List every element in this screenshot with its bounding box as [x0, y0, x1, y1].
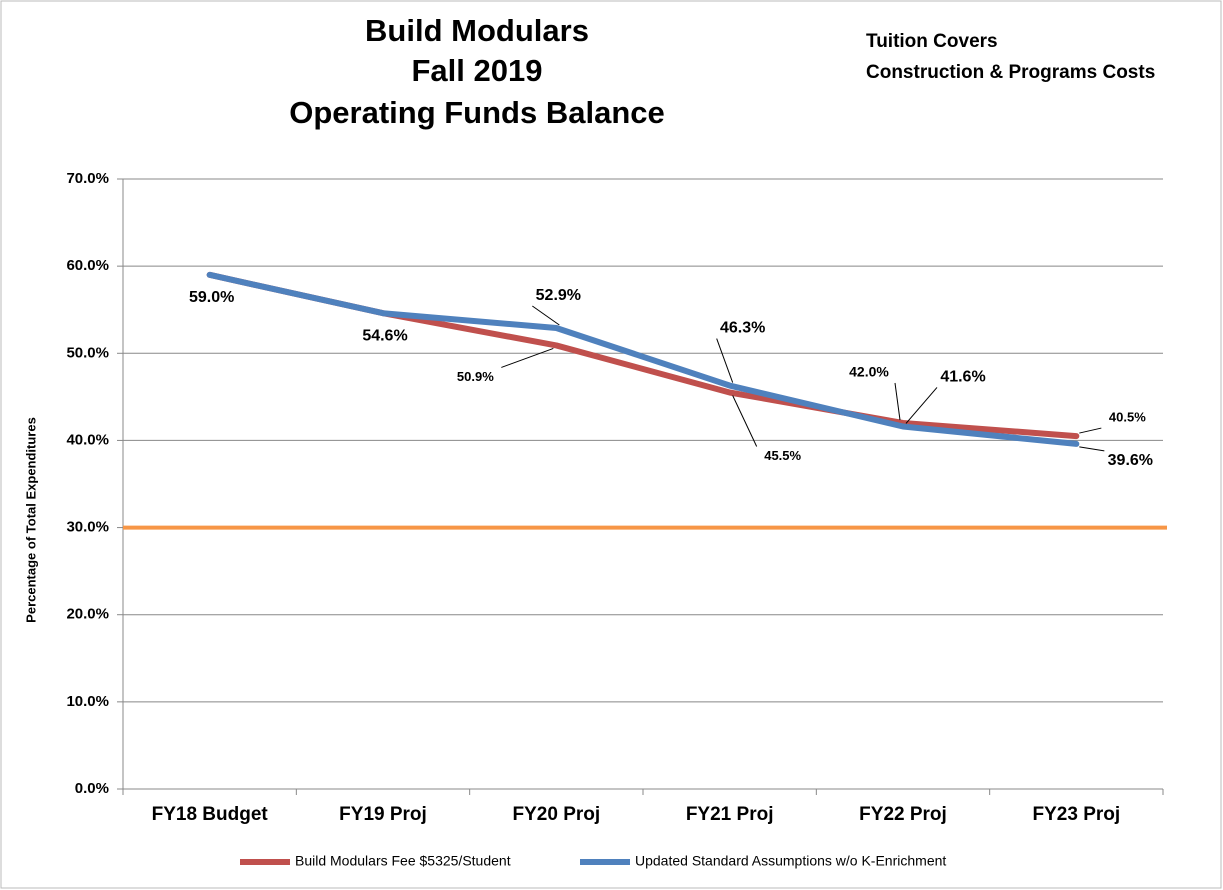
- data-label: 52.9%: [536, 287, 581, 304]
- y-tick-label: 20.0%: [66, 606, 109, 623]
- data-label: 50.9%: [457, 369, 494, 384]
- x-tick-label: FY21 Proj: [686, 804, 774, 825]
- chart-title: Build Modulars: [365, 13, 589, 48]
- legend-label: Updated Standard Assumptions w/o K-Enric…: [635, 853, 946, 869]
- legend-label: Build Modulars Fee $5325/Student: [295, 853, 511, 869]
- data-label: 42.0%: [849, 364, 889, 380]
- x-tick-label: FY23 Proj: [1033, 804, 1121, 825]
- annotation: Construction & Programs Costs: [866, 62, 1155, 83]
- leader-line: [501, 347, 554, 368]
- leader-line: [732, 395, 758, 447]
- leader-line: [1079, 446, 1105, 452]
- leader-line: [532, 305, 560, 326]
- leader-line: [905, 387, 938, 424]
- y-axis-label: Percentage of Total Expenditures: [23, 417, 38, 623]
- y-tick-label: 10.0%: [66, 693, 109, 710]
- leader-line: [716, 338, 734, 383]
- x-tick-label: FY22 Proj: [859, 804, 947, 825]
- y-tick-label: 0.0%: [75, 780, 109, 797]
- y-tick-label: 50.0%: [66, 344, 109, 361]
- data-label: 54.6%: [362, 327, 407, 344]
- leader-line: [894, 382, 901, 421]
- annotation: Tuition Covers: [866, 31, 998, 52]
- data-label: 46.3%: [720, 320, 765, 337]
- data-label: 40.5%: [1109, 410, 1146, 425]
- data-label: 59.0%: [189, 289, 234, 306]
- series-line: [206, 271, 1080, 447]
- y-tick-label: 40.0%: [66, 431, 109, 448]
- y-tick-label: 60.0%: [66, 257, 109, 274]
- x-tick-label: FY18 Budget: [152, 804, 269, 825]
- data-label: 41.6%: [940, 369, 985, 386]
- y-tick-label: 30.0%: [66, 519, 109, 536]
- chart-title: Fall 2019: [412, 53, 543, 88]
- x-tick-label: FY19 Proj: [339, 804, 427, 825]
- chart-title: Operating Funds Balance: [289, 95, 665, 130]
- y-tick-label: 70.0%: [66, 170, 109, 187]
- x-tick-label: FY20 Proj: [513, 804, 601, 825]
- data-label: 39.6%: [1108, 452, 1153, 469]
- data-label: 45.5%: [764, 448, 801, 463]
- leader-line: [1079, 427, 1102, 434]
